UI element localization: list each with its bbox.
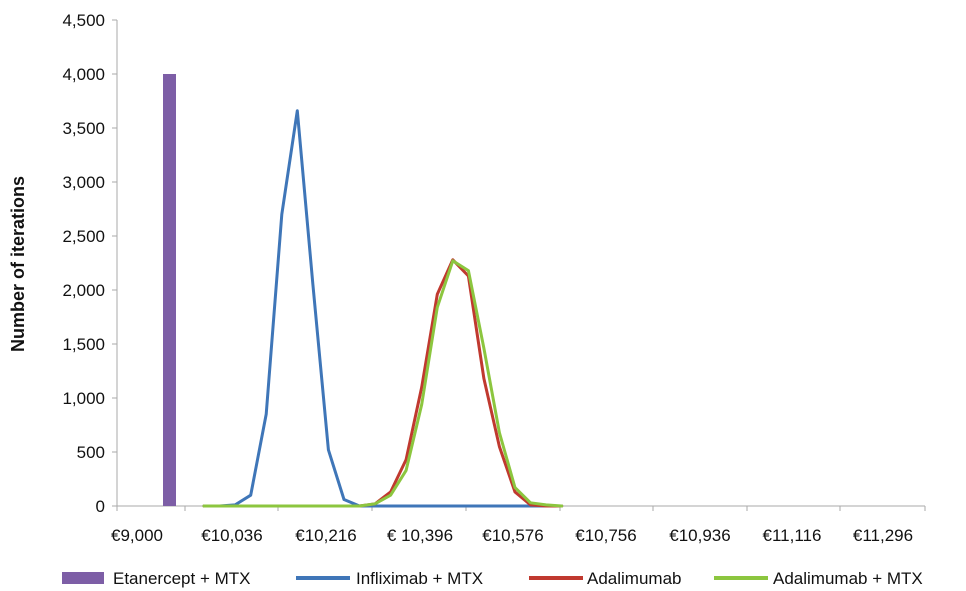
x-tick-label: €10,216	[295, 526, 356, 545]
y-tick-label: 4,500	[62, 11, 105, 30]
series-line-0	[202, 109, 564, 508]
x-axis-ticks: €9,000 €10,036 €10,216 € 10,396 €10,576 €10,7…	[111, 506, 926, 545]
x-tick-label: € 10,396	[387, 526, 453, 545]
x-tick-label: €11,296	[853, 526, 913, 545]
y-axis-ticks: 0 500 1,000 1,500 2,000 2,500 3,000 3,500 4,000 4…	[62, 11, 117, 516]
y-tick-label: 4,000	[62, 65, 105, 84]
legend-swatch-etanercept-mtx	[62, 572, 104, 584]
y-tick-label: 3,500	[62, 119, 105, 138]
x-tick-label: €11,116	[763, 526, 822, 545]
y-axis-label: Number of iterations	[8, 176, 28, 352]
legend-label-etanercept-mtx: Etanercept + MTX	[113, 569, 250, 588]
x-tick-label: €10,936	[669, 526, 730, 545]
x-tick-label: €10,576	[482, 526, 543, 545]
legend: Etanercept + MTX Infliximab + MTX Adalimum…	[62, 569, 923, 588]
x-tick-label: €10,036	[201, 526, 262, 545]
x-tick-label: €9,000	[111, 526, 163, 545]
y-tick-label: 1,500	[62, 335, 105, 354]
y-tick-label: 2,500	[62, 227, 105, 246]
series-line-2	[202, 259, 564, 508]
y-tick-label: 500	[77, 443, 105, 462]
legend-label-1: Adalimumab	[587, 569, 682, 588]
legend-label-2: Adalimumab + MTX	[773, 569, 923, 588]
y-tick-label: 0	[96, 497, 105, 516]
series-lines	[202, 109, 564, 508]
y-tick-label: 1,000	[62, 389, 105, 408]
legend-label-0: Infliximab + MTX	[356, 569, 483, 588]
y-tick-label: 2,000	[62, 281, 105, 300]
x-tick-label: €10,756	[575, 526, 636, 545]
series-line-1	[202, 258, 564, 508]
y-tick-label: 3,000	[62, 173, 105, 192]
bars	[163, 74, 176, 506]
bar-etanercept-mtx	[163, 74, 176, 506]
